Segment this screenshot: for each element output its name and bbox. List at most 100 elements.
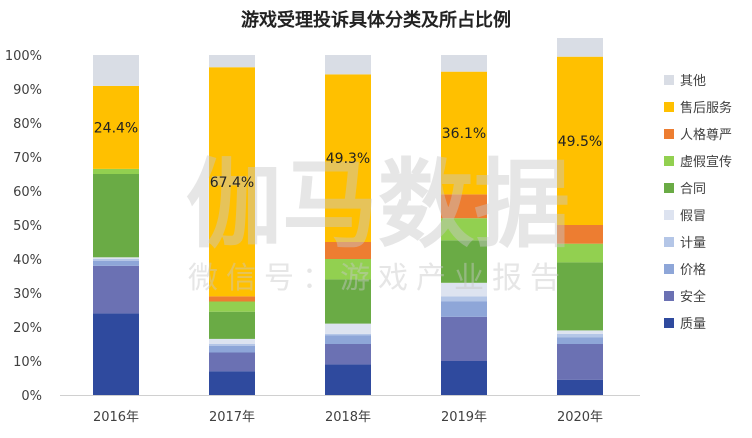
legend-label: 虚假宣传 (680, 154, 732, 170)
data-label: 36.1% (442, 126, 486, 142)
bar-segment (557, 337, 603, 344)
bar-segment (557, 56, 603, 226)
legend-swatch (664, 237, 674, 247)
legend-swatch (664, 318, 674, 328)
bar-segment (557, 379, 603, 395)
bar-segment (441, 282, 487, 297)
bar-segment (209, 296, 255, 302)
y-tick-label: 20% (13, 321, 42, 336)
y-tick-label: 100% (5, 49, 42, 64)
bar-segment (93, 265, 139, 314)
data-label: 67.4% (210, 175, 254, 191)
bar-segment (441, 296, 487, 302)
bar-segment (441, 316, 487, 361)
y-tick-label: 70% (13, 151, 42, 166)
watermark-sub: 微信号：游戏产业报告 (188, 261, 568, 296)
bar-segment (441, 240, 487, 283)
bar-segment (441, 55, 487, 72)
bar-segment (557, 243, 603, 263)
legend-label: 安全 (680, 289, 706, 305)
bar-segment (93, 174, 139, 258)
legend-swatch (664, 210, 674, 220)
chart-title: 游戏受理投诉具体分类及所占比例 (241, 9, 511, 31)
y-tick-label: 80% (13, 117, 42, 132)
bar-segment (209, 55, 255, 68)
bar-segment (93, 260, 139, 266)
bar-segment (325, 55, 371, 75)
bar-segment (325, 259, 371, 280)
bar-segment (209, 338, 255, 344)
legend-swatch (664, 102, 674, 112)
legend-swatch (664, 291, 674, 301)
legend-swatch (664, 264, 674, 274)
y-tick-label: 10% (13, 355, 42, 370)
bar-segment (441, 194, 487, 219)
watermark-main: 伽马数据 (186, 149, 570, 261)
y-tick-label: 50% (13, 219, 42, 234)
y-tick-label: 0% (21, 389, 42, 404)
watermark: 伽马数据 微信号：游戏产业报告 (186, 149, 570, 296)
bar-segment (209, 344, 255, 346)
legend-label: 人格尊严 (680, 127, 732, 143)
bar-segment (557, 333, 603, 338)
bar-segment (209, 67, 255, 297)
bar-segment (557, 225, 603, 244)
bar-segment (209, 371, 255, 395)
bar-segment (325, 344, 371, 365)
legend-label: 其他 (680, 74, 706, 89)
legend-label: 合同 (680, 182, 706, 197)
y-tick-label: 30% (13, 287, 42, 302)
bar-segment (325, 323, 371, 334)
bar-segment (209, 311, 255, 339)
bars (93, 38, 603, 395)
bar-segment (325, 242, 371, 259)
legend-swatch (664, 75, 674, 85)
legend-swatch (664, 129, 674, 139)
legend-label: 质量 (680, 317, 706, 332)
bar-segment (93, 259, 139, 261)
bar-segment (557, 330, 603, 334)
bar-segment (441, 218, 487, 241)
data-label: 49.3% (326, 151, 370, 167)
legend-label: 假冒 (680, 209, 706, 224)
bar-segment (209, 352, 255, 372)
x-tick-label: 2020年 (557, 410, 603, 425)
data-label: 24.4% (94, 120, 138, 136)
bar-segment (325, 333, 371, 336)
bar-segment (209, 345, 255, 353)
data-label: 49.5% (558, 134, 602, 150)
legend-swatch (664, 156, 674, 166)
y-tick-label: 60% (13, 185, 42, 200)
bar-segment (325, 74, 371, 242)
x-axis: 2016年 2017年 2018年 2019年 2020年 (60, 395, 640, 425)
bar-segment (557, 344, 603, 380)
legend-label: 计量 (680, 236, 706, 251)
bar-segment (441, 71, 487, 195)
legend-label: 售后服务 (680, 100, 732, 116)
bar-segment (557, 262, 603, 331)
bar-segment (441, 301, 487, 317)
bar-segment (93, 168, 139, 174)
legend-label: 价格 (680, 262, 706, 278)
bar-segment (325, 364, 371, 395)
y-tick-label: 40% (13, 253, 42, 268)
bar-segment (93, 313, 139, 395)
bar-segment (325, 335, 371, 344)
data-labels: 24.4% 67.4% 49.3% 36.1% 49.5% (94, 120, 602, 190)
bar-segment (93, 55, 139, 86)
bar-segment (93, 257, 139, 259)
bar-segment (325, 279, 371, 324)
bar-segment (209, 301, 255, 312)
bar-segment (557, 38, 603, 57)
x-tick-label: 2018年 (325, 410, 371, 425)
y-axis: 0% 10% 20% 30% 40% 50% 60% 70% 80% 90% 100% (5, 49, 42, 404)
x-tick-label: 2016年 (93, 410, 139, 425)
x-tick-label: 2019年 (441, 410, 487, 425)
x-tick-label: 2017年 (209, 410, 255, 425)
legend-swatch (664, 183, 674, 193)
bar-segment (441, 361, 487, 395)
y-tick-label: 90% (13, 83, 42, 98)
bar-segment (93, 85, 139, 169)
